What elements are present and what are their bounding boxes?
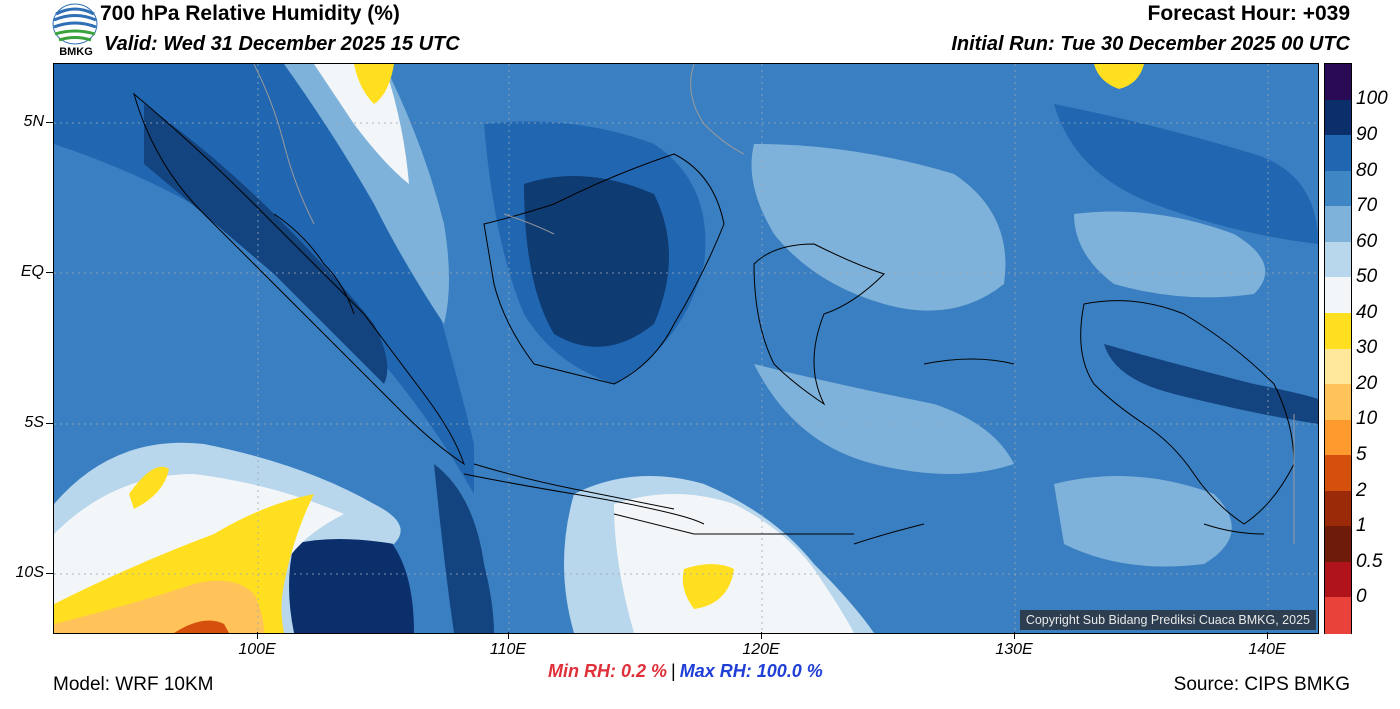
colorbar-segment xyxy=(1325,170,1351,207)
colorbar xyxy=(1324,63,1352,634)
min-rh: Min RH: 0.2 % xyxy=(548,661,668,681)
colorbar-label: 70 xyxy=(1356,195,1378,216)
lon-label-120e: 120E xyxy=(742,641,780,658)
forecast-hour: Forecast Hour: +039 xyxy=(1147,2,1351,25)
colorbar-label: 50 xyxy=(1356,266,1378,287)
lon-tick xyxy=(761,632,762,639)
colorbar-segment xyxy=(1325,597,1351,634)
humidity-map xyxy=(53,63,1319,634)
valid-time: Valid: Wed 31 December 2025 15 UTC xyxy=(104,33,460,55)
lat-label-10s: 10S xyxy=(15,564,44,581)
colorbar-label: 1 xyxy=(1356,515,1367,536)
colorbar-label: 10 xyxy=(1356,408,1378,429)
lon-label-100e: 100E xyxy=(238,641,276,658)
data-source: Source: CIPS BMKG xyxy=(1173,674,1350,695)
logo-text: BMKG xyxy=(59,46,93,58)
chart-title: 700 hPa Relative Humidity (%) xyxy=(100,2,400,25)
lon-tick xyxy=(1267,632,1268,639)
colorbar-label: 5 xyxy=(1356,444,1367,465)
stats-separator: | xyxy=(671,661,676,681)
colorbar-segment xyxy=(1325,561,1351,598)
lon-label-110e: 110E xyxy=(489,641,527,658)
colorbar-segment xyxy=(1325,384,1351,421)
colorbar-segment xyxy=(1325,241,1351,278)
colorbar-segment xyxy=(1325,348,1351,385)
lon-tick xyxy=(508,632,509,639)
initial-run: Initial Run: Tue 30 December 2025 00 UTC xyxy=(951,33,1350,55)
colorbar-segment xyxy=(1325,312,1351,349)
colorbar-label: 20 xyxy=(1356,373,1378,394)
colorbar-label: 90 xyxy=(1356,124,1378,145)
colorbar-segment xyxy=(1325,526,1351,563)
colorbar-label: 60 xyxy=(1356,231,1378,252)
colorbar-label: 40 xyxy=(1356,302,1378,323)
colorbar-segment xyxy=(1325,64,1351,101)
bmkg-logo xyxy=(52,2,98,60)
lat-tick xyxy=(46,423,53,424)
colorbar-segment xyxy=(1325,419,1351,456)
colorbar-label: 100 xyxy=(1356,88,1388,109)
lon-label-130e: 130E xyxy=(995,641,1033,658)
colorbar-label: 2 xyxy=(1356,480,1367,501)
colorbar-label: 0 xyxy=(1356,586,1367,607)
colorbar-segment xyxy=(1325,277,1351,314)
colorbar-segment xyxy=(1325,135,1351,172)
lat-tick xyxy=(46,573,53,574)
lon-tick xyxy=(257,632,258,639)
copyright-notice: Copyright Sub Bidang Prediksi Cuaca BMKG… xyxy=(1019,610,1316,630)
colorbar-segment xyxy=(1325,490,1351,527)
model-name: Model: WRF 10KM xyxy=(53,674,214,695)
max-rh: Max RH: 100.0 % xyxy=(679,661,823,681)
lat-label-5n: 5N xyxy=(23,113,44,130)
lon-tick xyxy=(1014,632,1015,639)
lat-tick xyxy=(46,272,53,273)
colorbar-label: 0.5 xyxy=(1356,551,1383,572)
colorbar-label: 80 xyxy=(1356,160,1378,181)
colorbar-segment xyxy=(1325,99,1351,136)
lat-label-eq: EQ xyxy=(20,263,44,280)
colorbar-segment xyxy=(1325,455,1351,492)
colorbar-label: 30 xyxy=(1356,337,1378,358)
lon-label-140e: 140E xyxy=(1248,641,1286,658)
colorbar-segment xyxy=(1325,206,1351,243)
rh-stats: Min RH: 0.2 % | Max RH: 100.0 % xyxy=(548,661,823,682)
lat-label-5s: 5S xyxy=(24,414,44,431)
lat-tick xyxy=(46,122,53,123)
